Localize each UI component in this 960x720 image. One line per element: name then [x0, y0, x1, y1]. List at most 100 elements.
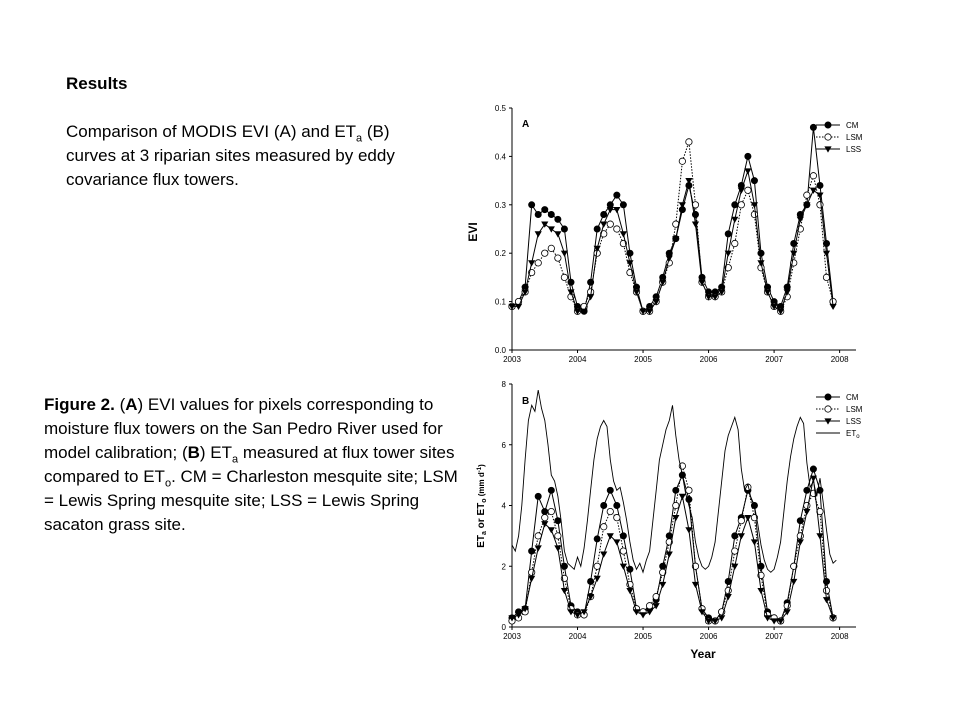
et-point-cm — [731, 532, 739, 540]
et-point-lss — [757, 587, 765, 595]
et-point-lss — [632, 609, 641, 616]
evi-y-tick-label: 0.5 — [495, 104, 507, 113]
et-point-cm — [659, 562, 667, 570]
evi-point-cm — [731, 201, 739, 209]
evi-point-cm — [593, 225, 601, 233]
panel-a-ylabel: EVI — [466, 222, 480, 241]
legend-label-lsm: LSM — [846, 133, 863, 142]
evi-point-lss — [560, 250, 569, 257]
caption-part4: . CM = Charleston mesquite site; LSM = L… — [44, 467, 458, 534]
et-point-lss — [528, 575, 536, 582]
et-point-lsm — [541, 514, 549, 522]
evi-point-lsm — [678, 157, 686, 165]
evi-point-lss — [600, 221, 608, 228]
evi-point-lss — [659, 279, 667, 286]
evi-point-lsm — [724, 264, 732, 272]
legend-marker-cm — [824, 393, 832, 401]
evi-point-lsm — [731, 239, 739, 248]
et-x-tick-label: 2007 — [765, 632, 783, 641]
et-point-cm — [593, 535, 601, 543]
et-point-lss — [770, 618, 778, 625]
evi-point-lss — [521, 289, 529, 296]
evi-point-lsm — [606, 220, 614, 228]
et-series-eto — [511, 390, 837, 574]
caption-a-letter: A — [125, 395, 138, 414]
evi-series-lsm — [508, 138, 837, 315]
evi-point-lss — [711, 294, 719, 301]
results-text-sub: a — [356, 132, 363, 145]
et-point-cm — [547, 486, 555, 494]
et-point-cm — [626, 565, 634, 573]
evi-point-lss — [593, 245, 601, 252]
et-point-lss — [659, 581, 667, 589]
et-point-lss — [829, 615, 837, 622]
evi-point-lss — [632, 289, 641, 296]
et-x-tick-label: 2006 — [700, 632, 718, 641]
evi-point-cm — [750, 177, 758, 185]
et-point-lss — [521, 606, 529, 613]
evi-point-cm — [547, 210, 555, 218]
evi-point-lss — [646, 308, 654, 315]
evi-point-lss — [652, 299, 660, 306]
et-point-lss — [691, 581, 700, 589]
et-point-cm — [613, 501, 621, 509]
evi-point-cm — [619, 201, 627, 209]
evi-x-tick-label: 2007 — [765, 355, 783, 364]
et-point-lss — [731, 563, 739, 570]
evi-point-lss — [744, 168, 752, 175]
evi-point-lss — [731, 216, 739, 223]
evi-point-lss — [580, 308, 588, 315]
panel-b-ylabel-sub-o: o — [481, 498, 488, 502]
results-text-part2: (B) curves at 3 riparian sites measured … — [66, 122, 395, 189]
evi-point-lss — [514, 303, 523, 311]
panel-b-ylabel-units: (mm d — [477, 472, 486, 498]
legend-marker-lsm — [824, 405, 832, 413]
evi-point-lsm — [803, 191, 811, 199]
panel-a-chart: A EVI 2003 2004 2005 2006 2007 2008 0.0 0.1 0.2 0… — [466, 104, 863, 364]
caption-sub-o: o — [164, 477, 172, 490]
et-point-lsm — [547, 507, 555, 516]
evi-y-tick-label: 0.2 — [495, 249, 507, 258]
et-x-tick-label: 2008 — [831, 632, 849, 641]
evi-y-tick-label: 0.4 — [495, 152, 507, 161]
et-point-lss — [763, 615, 772, 622]
et-point-lss — [704, 618, 713, 625]
et-point-lss — [678, 493, 686, 500]
et-point-lss — [600, 551, 608, 558]
evi-point-lss — [541, 221, 549, 228]
et-point-lss — [665, 551, 673, 558]
evi-point-lss — [816, 192, 824, 199]
et-point-cm — [587, 577, 595, 585]
et-point-lsm — [737, 517, 745, 525]
panel-b-chart: B ETa or ETo (mm d-1) Year 2003 2004 2005 2… — [476, 380, 863, 661]
et-point-cm — [619, 532, 627, 540]
et-point-lsm — [822, 586, 831, 595]
et-point-lss — [711, 618, 719, 625]
caption-part2: ) ET — [199, 443, 233, 462]
et-y-tick-label: 0 — [502, 623, 507, 632]
et-point-lsm — [685, 486, 693, 494]
evi-point-lss — [790, 250, 798, 257]
evi-point-lsm — [744, 186, 752, 194]
legend-label-cm: CM — [846, 393, 859, 402]
evi-point-lss — [508, 303, 516, 311]
et-point-cm — [534, 492, 542, 500]
et-point-lss — [803, 508, 811, 516]
legend-eto-sub: o — [856, 434, 860, 440]
et-point-cm — [809, 465, 817, 473]
et-series-cm — [508, 465, 837, 625]
evi-point-cm — [724, 230, 732, 238]
et-point-lsm — [659, 568, 667, 576]
et-point-lsm — [803, 501, 811, 510]
et-point-lss — [573, 612, 582, 619]
panel-b-ylabel-sup: -1 — [477, 466, 483, 472]
et-y-tick-label: 4 — [502, 502, 507, 511]
panel-b-xlabel: Year — [690, 647, 716, 661]
results-text-part1: Comparison of MODIS EVI (A) and ET — [66, 122, 357, 141]
et-point-lsm — [606, 507, 614, 516]
et-point-lss — [809, 475, 818, 482]
evi-point-lss — [606, 207, 614, 214]
et-point-lsm — [672, 501, 680, 510]
et-point-lss — [790, 578, 798, 586]
